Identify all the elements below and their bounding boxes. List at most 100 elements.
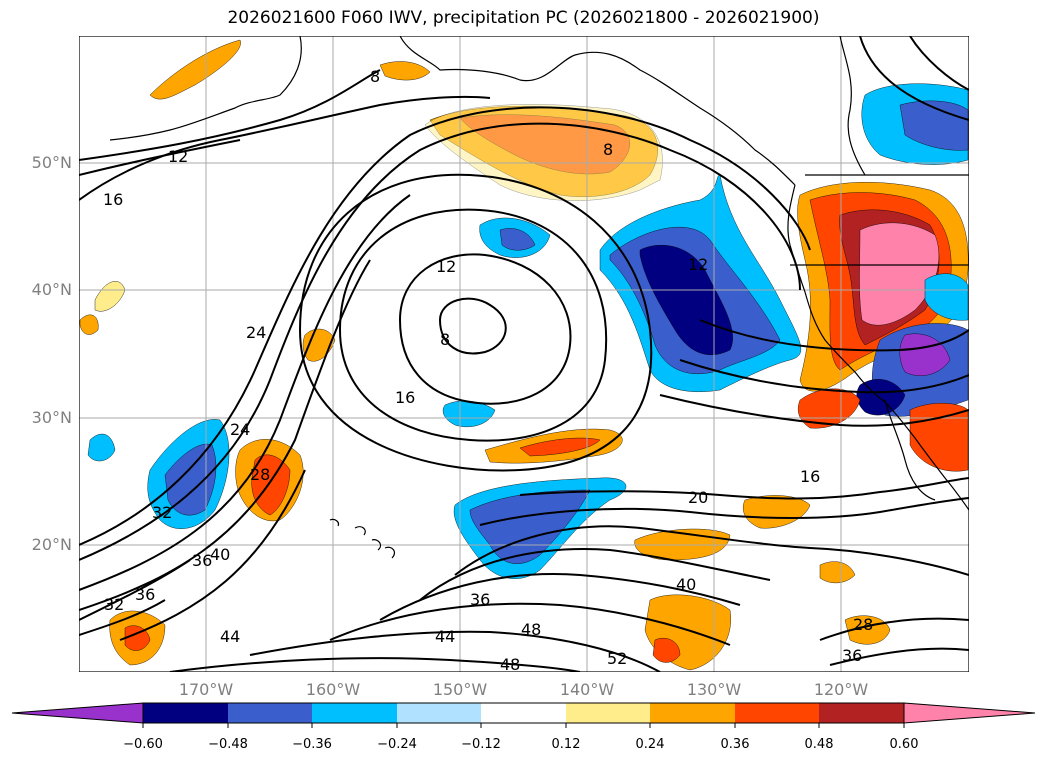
colorbar-bin <box>481 703 566 723</box>
iwv-ne-1 <box>859 36 969 121</box>
colorbar-bin <box>228 703 312 723</box>
iwv-south-32 <box>419 548 771 601</box>
contour-label: 8 <box>440 330 450 349</box>
precip-positive-south-2-core <box>652 637 681 663</box>
lon-label-150w: 150°W <box>432 680 488 699</box>
colorbar-bin <box>650 703 735 723</box>
lon-label-160w: 160°W <box>305 680 361 699</box>
contour-label: 28 <box>250 465 270 484</box>
colorbar-bin <box>735 703 819 723</box>
lon-label-170w: 170°W <box>178 680 234 699</box>
precip-negative-center-core <box>499 228 536 251</box>
contour-label: 16 <box>103 190 123 209</box>
alaska-coast <box>109 36 796 186</box>
iwv-contour-labels: 8 12 16 8 12 16 24 8 12 16 20 24 28 32 3… <box>103 67 873 674</box>
colorbar-bin <box>143 703 228 723</box>
contour-label: 8 <box>370 67 380 86</box>
colorbar-bin <box>312 703 397 723</box>
contour-label: 36 <box>842 646 862 665</box>
precip-positive-coast-core <box>859 222 940 326</box>
precip-positive-se-3 <box>844 615 891 645</box>
contour-label: 28 <box>853 615 873 634</box>
precip-positive-nw <box>149 39 241 100</box>
iwv-arc-28 <box>79 194 411 591</box>
iwv-south-44 <box>249 630 661 672</box>
lon-label-120w: 120°W <box>813 680 869 699</box>
lat-label-20n: 20°N <box>31 535 72 554</box>
iwv-arc-12 <box>79 139 241 176</box>
colorbar-tick-label: 0.24 <box>635 737 665 752</box>
precip-positive-west-core <box>251 454 291 516</box>
colorbar-tick-label: −0.36 <box>292 737 332 752</box>
iwv-south-24 <box>479 497 969 526</box>
iwv-low-16 <box>338 208 608 442</box>
contour-label: 16 <box>395 388 415 407</box>
contour-label: 40 <box>676 575 696 594</box>
iwv-coast-16 <box>659 394 969 427</box>
contour-label: 44 <box>220 627 240 646</box>
precip-negative-small-2 <box>87 433 116 462</box>
contour-label: 36 <box>470 590 490 609</box>
iwv-south-28 <box>454 525 969 576</box>
graticule <box>79 36 969 672</box>
iwv-arc-36 <box>119 469 306 641</box>
contour-label: 12 <box>168 147 188 166</box>
iwv-coast-8 <box>699 319 969 352</box>
iwv-se-36 <box>829 647 969 666</box>
iwv-arc-16 <box>79 95 491 201</box>
contour-label: 44 <box>435 627 455 646</box>
precip-positive-w-2 <box>79 314 99 335</box>
contour-label: 36 <box>135 585 155 604</box>
islands-hawaii <box>329 518 396 559</box>
iwv-ring-20 <box>298 173 653 472</box>
contour-label: 32 <box>152 503 172 522</box>
colorbar-tick-label: 0.48 <box>804 737 834 752</box>
colorbar-tick-label: −0.48 <box>208 737 248 752</box>
lon-label-140w: 140°W <box>559 680 615 699</box>
colorbar-extend-right <box>903 702 1036 724</box>
lon-label-130w: 130°W <box>686 680 742 699</box>
iwv-arc-32 <box>79 259 371 611</box>
contour-label: 20 <box>688 488 708 507</box>
iwv-south-36 <box>379 573 741 621</box>
iwv-arc-8 <box>79 69 381 161</box>
iwv-low-12 <box>398 253 572 405</box>
precip-positive-se-2 <box>819 561 856 584</box>
lat-label-40n: 40°N <box>31 280 72 299</box>
precip-positive-streak-core <box>519 437 601 457</box>
colorbar-tick-label: 0.60 <box>889 737 919 752</box>
contour-label: 12 <box>688 255 708 274</box>
contour-label: 24 <box>246 323 266 342</box>
contour-label: 48 <box>521 620 541 639</box>
lat-label-30n: 30°N <box>31 408 72 427</box>
iwv-se-28 <box>819 617 969 641</box>
precip-negative-main-core <box>639 244 733 356</box>
colorbar-frame <box>142 702 905 724</box>
colorbar-extend-left <box>11 702 144 724</box>
precip-positive-south-4-core <box>124 625 151 651</box>
colorbar-tick-label: 0.36 <box>720 737 750 752</box>
colorbar-tick-label: −0.24 <box>377 737 417 752</box>
contour-label: 16 <box>800 467 820 486</box>
precip-positive-nw-2 <box>379 61 431 81</box>
contour-label: 52 <box>607 649 627 668</box>
map-title: 2026021600 F060 IWV, precipitation PC (2… <box>227 8 820 28</box>
iwv-contours <box>79 36 969 672</box>
iwv-west-lines <box>79 559 191 636</box>
lat-label-50n: 50°N <box>31 153 72 172</box>
iwv-south-20 <box>519 477 969 500</box>
iwv-ne-2 <box>909 36 969 91</box>
colorbar-bin <box>819 703 904 723</box>
contour-label: 36 <box>192 551 212 570</box>
contour-label: 12 <box>436 257 456 276</box>
baja-coast <box>884 399 936 501</box>
contour-label: 8 <box>603 140 613 159</box>
iwv-arc-24a <box>79 122 801 561</box>
contour-label: 40 <box>210 545 230 564</box>
iwv-arc-24b <box>79 106 811 546</box>
colorbar-bin <box>566 703 650 723</box>
colorbar-ticks <box>142 723 905 728</box>
iwv-low-8 <box>438 297 507 355</box>
contour-label: 48 <box>500 655 520 674</box>
